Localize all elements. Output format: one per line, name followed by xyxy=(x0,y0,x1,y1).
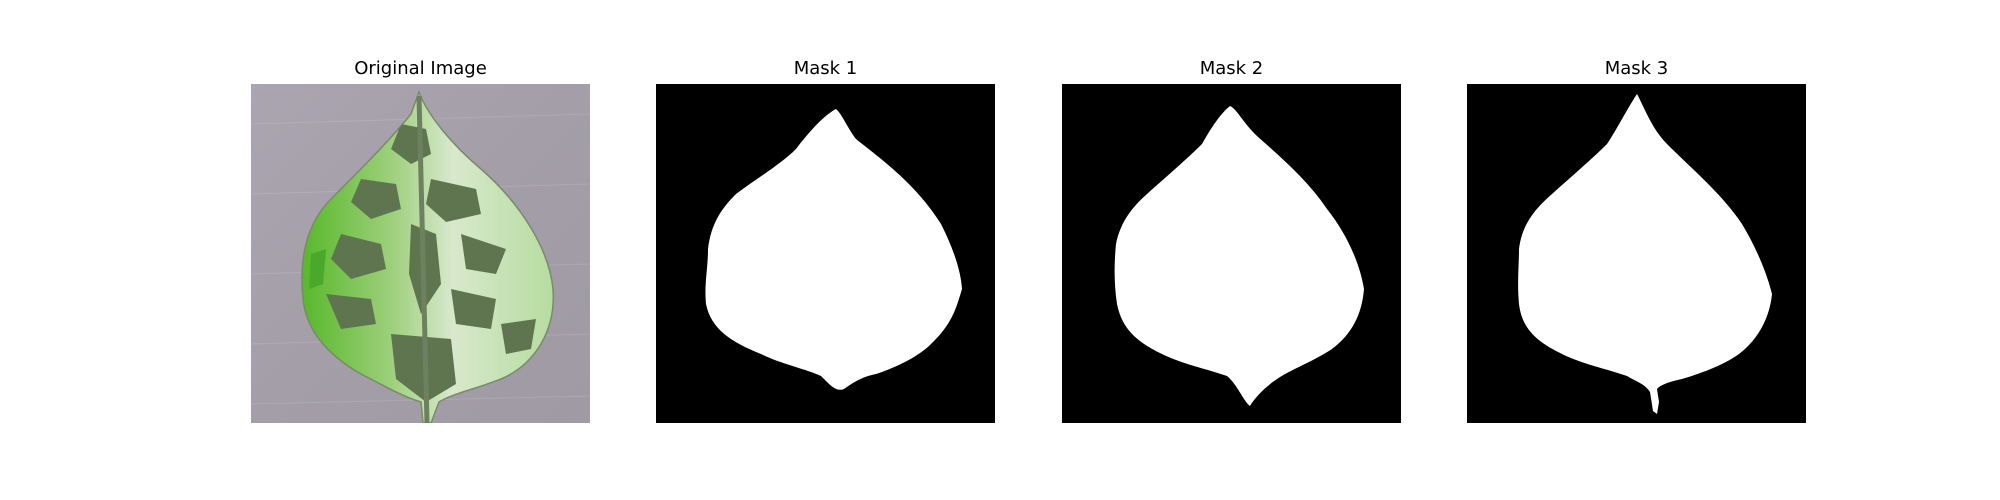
mask-1-svg xyxy=(656,84,995,423)
original-image xyxy=(251,84,590,423)
original-image-svg xyxy=(251,84,590,423)
mask-3-svg xyxy=(1467,84,1806,423)
mask-1-image xyxy=(656,84,995,423)
mask-3-leaf xyxy=(1518,94,1772,414)
mask-2-svg xyxy=(1062,84,1401,423)
mask-2-leaf xyxy=(1114,106,1364,406)
panel-title-mask-3: Mask 3 xyxy=(1604,58,1669,79)
panel-title-original: Original Image xyxy=(354,58,487,79)
mask-2-image xyxy=(1062,84,1401,423)
leaf-midrib xyxy=(416,95,430,423)
panel-title-mask-1: Mask 1 xyxy=(793,58,858,79)
mask-1-leaf xyxy=(705,109,962,390)
panel-title-mask-2: Mask 2 xyxy=(1199,58,1264,79)
mask-3-image xyxy=(1467,84,1806,423)
